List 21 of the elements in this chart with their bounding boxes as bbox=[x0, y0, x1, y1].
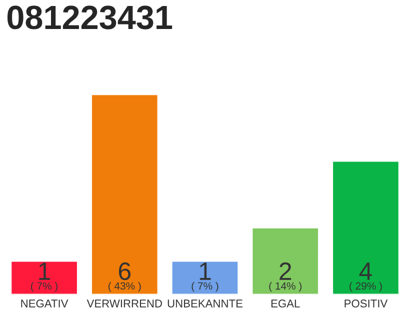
annotation: ( 14% ) bbox=[269, 282, 302, 292]
x-tick-label: UNBEKANNTE bbox=[168, 300, 242, 308]
annotation: ( 29% ) bbox=[350, 282, 382, 292]
bar bbox=[90, 94, 159, 294]
x-tick-label: VERWIRREND bbox=[86, 300, 162, 308]
bar bbox=[251, 227, 320, 294]
annotation: ( 43% ) bbox=[108, 282, 141, 292]
x-tick-label: EGAL bbox=[271, 300, 300, 308]
data-label: 4 bbox=[359, 262, 372, 280]
bar bbox=[332, 160, 400, 294]
data-label: 1 bbox=[39, 262, 50, 280]
x-tick-label: POSITIV bbox=[344, 300, 388, 308]
chart-title: 081223431 bbox=[7, 6, 172, 30]
data-label: 6 bbox=[118, 262, 130, 280]
x-tick-label: NEGATIV bbox=[21, 300, 68, 308]
bar bbox=[10, 260, 78, 294]
annotation: ( 7% ) bbox=[192, 282, 218, 292]
bar bbox=[170, 260, 240, 294]
annotation: ( 7% ) bbox=[31, 282, 58, 292]
data-label: 1 bbox=[200, 262, 211, 280]
data-label: 2 bbox=[280, 262, 292, 280]
